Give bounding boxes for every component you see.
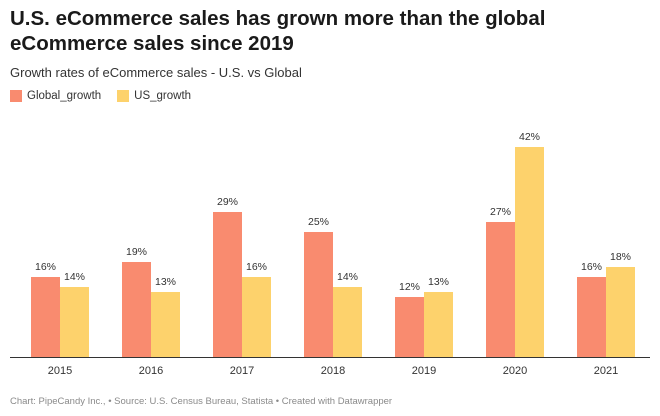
data-label-us-2016: 13% [155, 276, 176, 288]
footer-credit: Chart: PipeCandy Inc., • Source: U.S. Ce… [10, 396, 393, 407]
data-label-us-2020: 42% [519, 131, 540, 143]
bar-us-2021 [606, 267, 635, 357]
bar-us-2020 [515, 147, 544, 357]
bar-global-2021 [577, 277, 606, 357]
bar-global-2020 [486, 222, 515, 357]
data-label-us-2017: 16% [246, 261, 267, 273]
legend-swatch-us [117, 90, 130, 102]
bar-global-2017 [213, 212, 242, 357]
data-label-global-2020: 27% [490, 206, 511, 218]
legend-label-us: US_growth [134, 90, 192, 102]
legend-label-global: Global_growth [27, 90, 102, 102]
data-label-global-2018: 25% [308, 216, 329, 228]
x-tick-label-2016: 2016 [139, 365, 163, 377]
chart-title: U.S. eCommerce sales has grown more than… [10, 7, 546, 55]
x-tick-label-2018: 2018 [321, 365, 345, 377]
bar-us-2019 [424, 292, 453, 357]
x-tick-label-2021: 2021 [594, 365, 618, 377]
x-tick-label-2020: 2020 [503, 365, 527, 377]
data-label-global-2015: 16% [35, 261, 56, 273]
data-label-global-2016: 19% [126, 246, 147, 258]
bar-global-2016 [122, 262, 151, 357]
x-tick-label-2017: 2017 [230, 365, 254, 377]
chart-subtitle: Growth rates of eCommerce sales - U.S. v… [10, 65, 302, 80]
bar-global-2015 [31, 277, 60, 357]
legend-swatch-global [10, 90, 22, 102]
bar-us-2015 [60, 287, 89, 357]
data-label-us-2015: 14% [64, 271, 85, 283]
data-label-us-2019: 13% [428, 276, 449, 288]
x-tick-label-2015: 2015 [48, 365, 72, 377]
bar-us-2016 [151, 292, 180, 357]
bar-us-2018 [333, 287, 362, 357]
data-label-us-2021: 18% [610, 251, 631, 263]
data-label-us-2018: 14% [337, 271, 358, 283]
data-label-global-2021: 16% [581, 261, 602, 273]
data-label-global-2017: 29% [217, 196, 238, 208]
bar-global-2018 [304, 232, 333, 357]
bar-global-2019 [395, 297, 424, 357]
legend-item-global: Global_growth [10, 90, 101, 102]
x-tick-label-2019: 2019 [412, 365, 436, 377]
bar-us-2017 [242, 277, 271, 357]
legend: Global_growth US_growth [10, 90, 207, 102]
data-label-global-2019: 12% [399, 281, 420, 293]
legend-item-us: US_growth [117, 90, 191, 102]
